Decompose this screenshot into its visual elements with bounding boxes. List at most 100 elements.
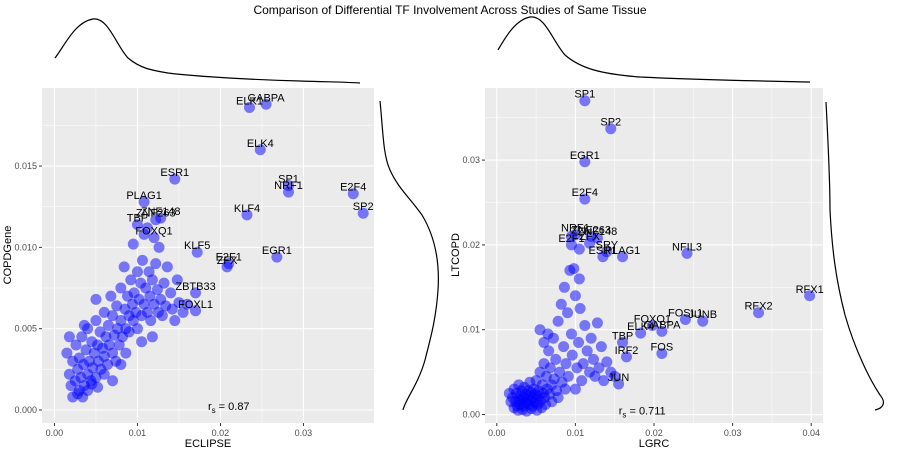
data-point (102, 358, 114, 370)
x-tick-label: 0.00 (488, 428, 506, 438)
point-label: ZFX (217, 255, 238, 267)
data-point-labeled (347, 188, 359, 200)
y-tick-label: 0.000 (14, 405, 37, 415)
point-label: TBP (127, 213, 148, 225)
panel-left-right-density (379, 100, 439, 411)
data-point (78, 319, 90, 331)
data-point-labeled (620, 351, 632, 363)
point-label: KLF5 (184, 240, 210, 252)
data-point-labeled (190, 287, 202, 299)
point-label: TBP (612, 330, 633, 342)
y-tick-label: 0.00 (462, 410, 480, 420)
data-point-labeled (697, 315, 709, 327)
panel-right-top-density (497, 16, 811, 83)
point-label: RFX1 (796, 284, 824, 296)
data-point (558, 281, 570, 293)
point-label: E2F1 (558, 233, 584, 245)
point-label: NRF1 (274, 180, 303, 192)
data-point-labeled (656, 347, 668, 359)
data-point (569, 383, 581, 395)
data-point (576, 375, 588, 387)
data-point (165, 287, 177, 299)
data-point (560, 358, 572, 370)
point-label: EGR1 (570, 150, 600, 162)
data-point (111, 300, 123, 312)
data-point (105, 290, 117, 302)
data-point-labeled (681, 247, 693, 259)
data-point-labeled (613, 378, 625, 390)
point-label: NFIL3 (672, 241, 702, 253)
data-point (550, 353, 562, 365)
point-label: SP1 (574, 89, 595, 101)
data-point (181, 298, 193, 310)
point-label: ZFX (579, 231, 600, 243)
data-point-labeled (169, 173, 181, 185)
point-label: FOS (651, 341, 674, 353)
point-label: SP1 (278, 174, 299, 186)
data-point-labeled (579, 193, 591, 205)
data-point (127, 238, 139, 250)
data-point (589, 370, 601, 382)
data-point (107, 310, 119, 322)
data-point (565, 328, 577, 340)
point-label: FOXL1 (178, 299, 213, 311)
data-point-labeled (584, 237, 596, 249)
data-point (123, 326, 135, 338)
point-label: FOXQ1 (634, 313, 671, 325)
point-label: FOSL1 (668, 308, 703, 320)
data-point-labeled (565, 239, 577, 251)
y-tick-label: 0.03 (462, 155, 480, 165)
point-label: SRY (596, 240, 619, 252)
data-point (76, 331, 88, 343)
point-label: GABPA (643, 319, 681, 331)
data-point-labeled (597, 251, 609, 263)
data-point-labeled (591, 232, 603, 244)
data-point (569, 290, 581, 302)
x-tick-label: 0.01 (129, 428, 147, 438)
panel-right-y-axis-label: LTCOPD (450, 233, 462, 277)
data-point (125, 274, 137, 286)
panel-left-x-ticks: 0.00 0.01 0.02 0.03 (46, 423, 312, 438)
point-label: ZNF148 (141, 206, 181, 218)
x-tick-label: 0.02 (645, 428, 663, 438)
data-point-labeled (148, 232, 160, 244)
point-label: ZNF148 (578, 226, 618, 238)
data-point (552, 315, 564, 327)
data-point-labeled (254, 144, 266, 156)
point-label: ZBTB33 (175, 281, 215, 293)
point-label: PLAG1 (605, 245, 640, 257)
data-point (98, 368, 110, 380)
point-label: EGR1 (262, 245, 292, 257)
data-point (70, 339, 82, 351)
panel-right-x-axis-label: LGRC (639, 438, 670, 450)
point-label: IRF2 (615, 345, 639, 357)
data-point-labeled (579, 95, 591, 107)
data-point (555, 298, 567, 310)
data-point-labeled (271, 251, 283, 263)
data-point (574, 303, 586, 315)
data-point (63, 331, 75, 343)
y-tick-label: 0.01 (462, 325, 480, 335)
data-point-labeled (131, 219, 143, 231)
data-point (90, 293, 102, 305)
data-point-labeled (569, 229, 581, 241)
point-label: SP2 (600, 117, 621, 129)
data-point (173, 297, 185, 309)
point-label: KLF4 (234, 203, 260, 215)
data-point (566, 349, 578, 361)
panel-left-correlation-value: = 0.87 (216, 401, 250, 413)
point-label: SP2 (353, 201, 374, 213)
data-point (140, 282, 152, 294)
data-point (558, 341, 570, 353)
data-point (92, 381, 104, 393)
data-point (559, 383, 571, 395)
panel-right-y-ticks: 0.00 0.01 0.02 0.03 (462, 155, 485, 420)
data-point (136, 254, 148, 266)
data-point-labeled (617, 336, 629, 348)
y-tick-label: 0.010 (14, 242, 37, 252)
panel-left-x-axis-label: ECLIPSE (185, 438, 231, 450)
data-point (67, 391, 79, 403)
data-point (562, 307, 574, 319)
